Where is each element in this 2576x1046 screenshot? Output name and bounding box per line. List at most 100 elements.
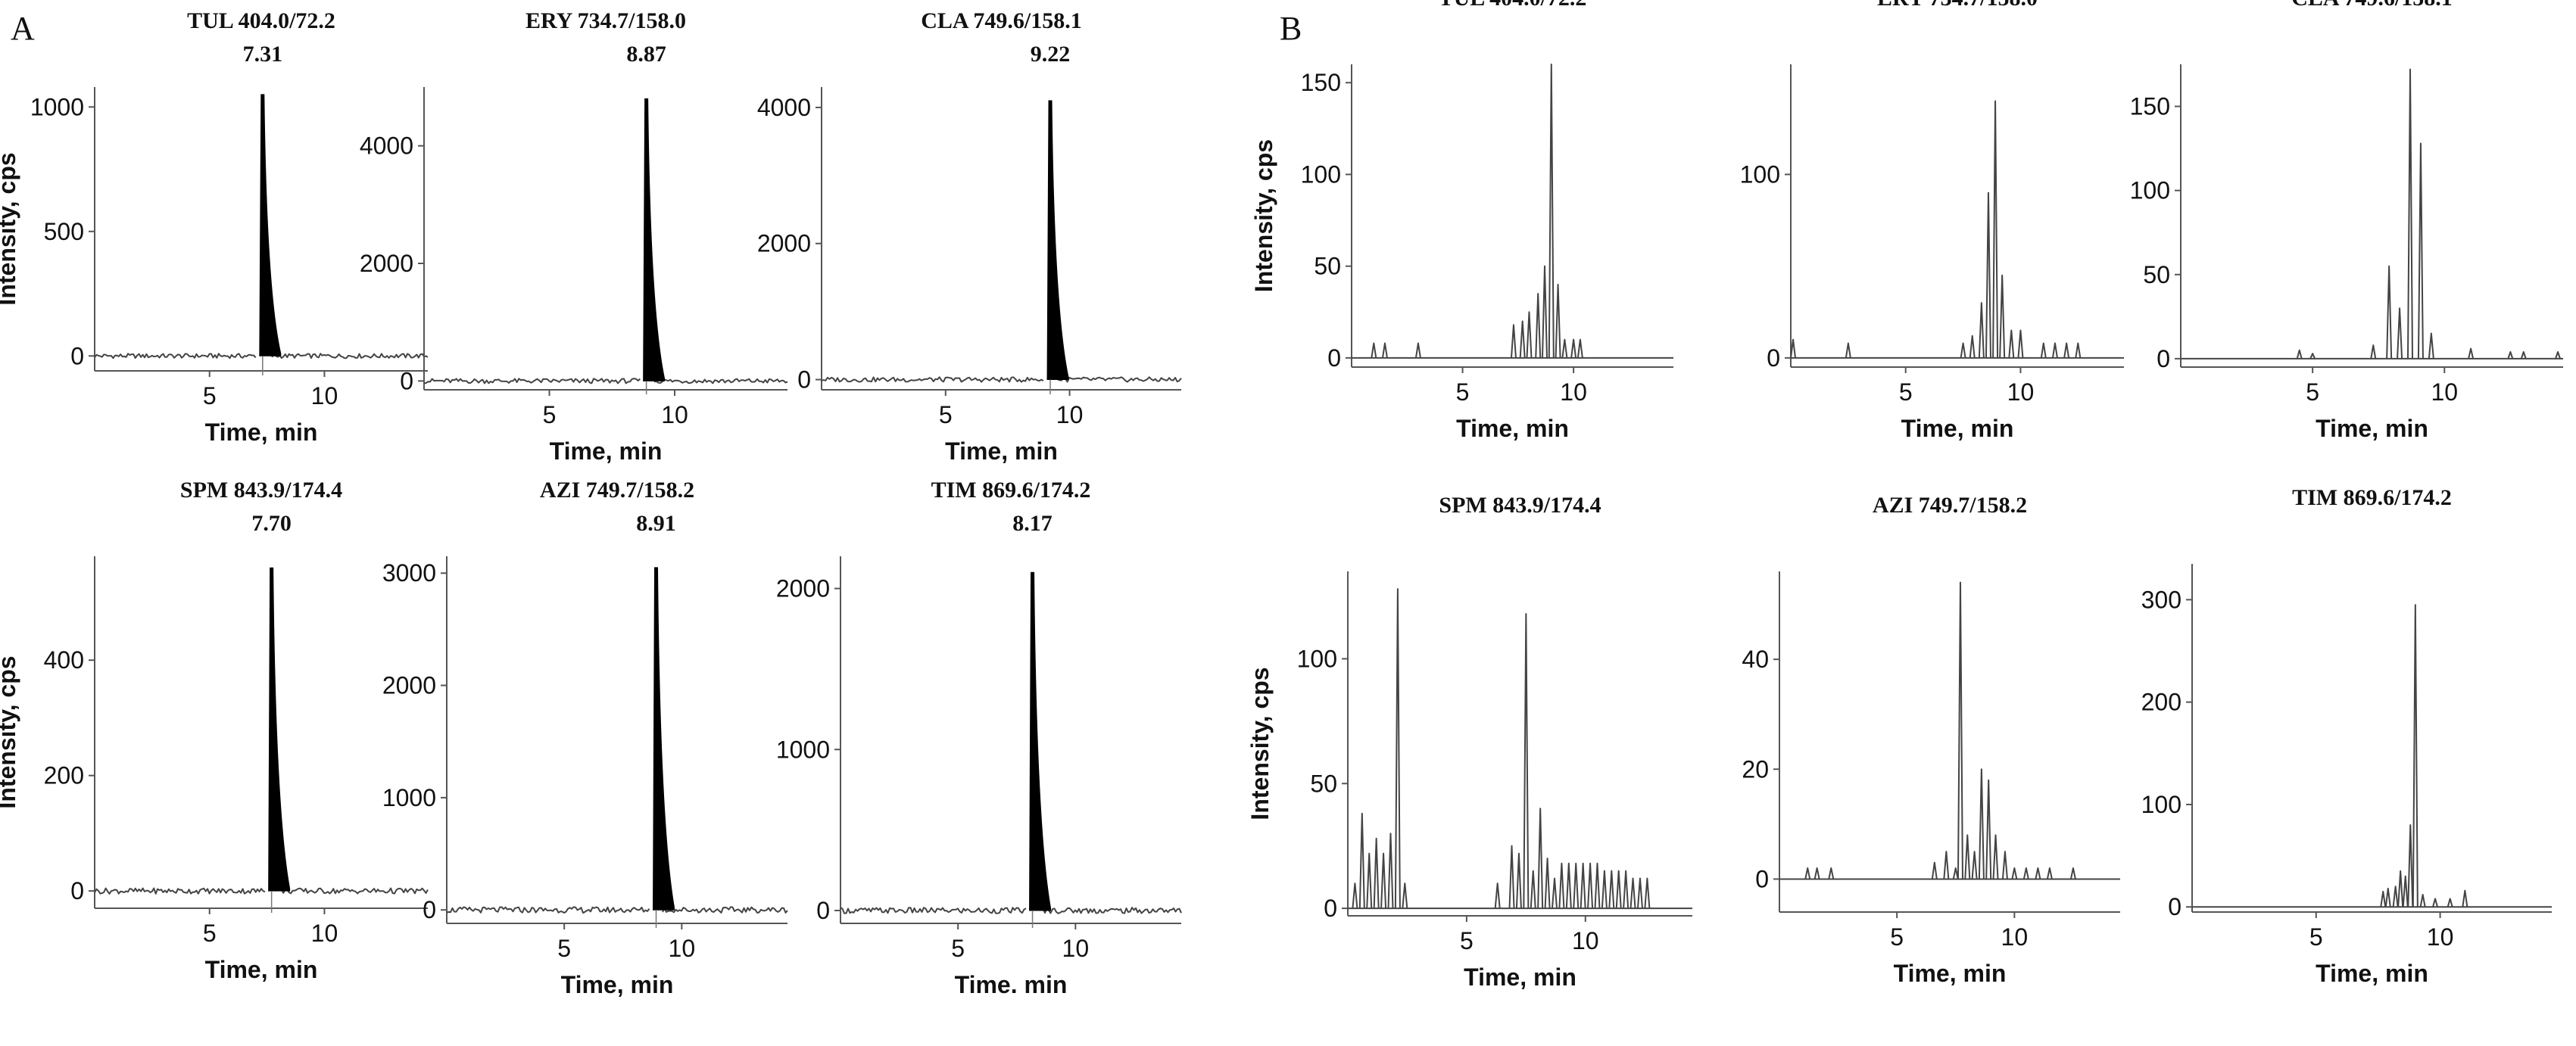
noise-spike [2407, 824, 2414, 907]
baseline-trace [268, 353, 429, 360]
baseline-trace [277, 887, 429, 895]
noise-spike [1629, 877, 1636, 909]
noise-spike [1952, 867, 1959, 879]
baseline-trace [821, 376, 1044, 383]
noise-spike [2412, 604, 2419, 907]
y-tick-label: 0 [70, 877, 84, 904]
noise-spike [1565, 862, 1572, 909]
noise-spike [1573, 862, 1580, 909]
peak-retention-label: 8.17 [1012, 511, 1053, 536]
x-tick-label: 5 [939, 401, 953, 428]
y-tick-label: 0 [816, 897, 830, 924]
y-tick-label: 0 [70, 342, 84, 369]
chart-title: CLA 749.6/158.1 [921, 8, 1082, 33]
baseline-trace [1039, 907, 1182, 914]
x-axis-label: Time, min [1901, 415, 2014, 442]
y-tick-label: 50 [1310, 770, 1337, 797]
chromatogram-1: TUL 404.0/72.2 7.31 0 500 1000 5 10 Time, min In… [0, 8, 429, 446]
noise-spike [1542, 265, 1548, 358]
analyte-peak [1029, 571, 1052, 911]
noise-spike [1548, 64, 1555, 358]
y-tick-label: 2000 [776, 575, 830, 602]
baseline-trace [840, 907, 1027, 914]
noise-spike [1373, 837, 1380, 909]
chromatogram-4: SPM 843.9/174.4 7.70 0 200 400 5 10 Time, min In… [0, 478, 429, 983]
x-tick-label: 5 [203, 382, 217, 409]
noise-spike [1999, 274, 2006, 358]
noise-spike [1978, 768, 1985, 879]
y-tick-label: 300 [2141, 586, 2181, 613]
noise-spike [1526, 311, 1533, 358]
y-tick-label: 3000 [382, 559, 436, 587]
y-tick-label: 0 [1324, 895, 1337, 922]
noise-spike [2462, 889, 2468, 907]
y-tick-label: 0 [423, 896, 436, 923]
y-axis-label: Intensity, cps [1250, 139, 1277, 292]
chromatogram-11: AZI 749.7/158.2 0 20 40 5 10 Time, min [1742, 493, 2120, 987]
peak-retention-label: 7.70 [251, 511, 292, 536]
chart-title: TUL 404.0/72.2 [187, 8, 335, 33]
noise-spike [1402, 883, 1408, 909]
y-axis-label: Intensity, cps [0, 655, 20, 808]
y-tick-label: 1000 [382, 784, 436, 811]
baseline-trace [94, 353, 257, 360]
chromatogram-5: AZI 749.7/158.2 8.91 0 1000 2000 3000 5 10 Time,… [382, 478, 788, 998]
y-tick-label: 20 [1742, 755, 1769, 783]
x-axis-label: Time, min [1464, 964, 1576, 991]
y-tick-label: 4000 [757, 94, 811, 121]
chart-title: ERY 734.7/158.0 [525, 8, 686, 33]
noise-spike [1615, 870, 1622, 909]
noise-spike [1414, 342, 1421, 359]
baseline-trace [94, 887, 266, 895]
y-tick-label: 100 [1297, 645, 1337, 672]
noise-spike [2507, 351, 2514, 360]
baseline-trace [1056, 376, 1182, 383]
x-tick-label: 5 [1899, 378, 1913, 406]
y-tick-label: 0 [1755, 865, 1769, 892]
x-tick-label: 5 [1460, 927, 1474, 954]
noise-spike [1494, 883, 1501, 909]
chromatogram-10: SPM 843.9/174.4 0 50 100 5 10 Time, min Intensi… [1246, 493, 1692, 991]
noise-spike [2417, 142, 2424, 359]
noise-spike [2447, 898, 2453, 907]
peak-retention-label: 7.31 [243, 42, 283, 67]
noise-spike [1555, 283, 1561, 358]
noise-spike [1931, 861, 1938, 879]
noise-spike [1530, 870, 1536, 909]
x-tick-label: 5 [1456, 378, 1470, 406]
x-tick-label: 5 [203, 920, 217, 947]
y-tick-label: 50 [1314, 253, 1341, 280]
noise-spike [1352, 883, 1358, 909]
peak-retention-label: 8.87 [626, 42, 666, 67]
noise-spike [2001, 851, 2008, 879]
y-tick-label: 100 [2141, 791, 2181, 818]
noise-spike [1985, 191, 1991, 358]
x-tick-label: 5 [2306, 378, 2319, 406]
noise-spike [1576, 338, 1583, 359]
noise-spike [1358, 812, 1365, 909]
noise-spike [2380, 890, 2387, 907]
panel-a-label: A [11, 10, 35, 47]
noise-spike [1394, 588, 1401, 909]
noise-spike [2069, 867, 2076, 879]
baseline-trace [653, 378, 788, 384]
panel-b-label: B [1280, 10, 1302, 47]
analyte-peak [1046, 100, 1069, 381]
chart-title: ERY 734.7/158.0 [1877, 0, 2038, 11]
y-tick-label: 2000 [360, 250, 413, 277]
y-tick-label: 0 [2168, 893, 2181, 920]
y-tick-label: 0 [1767, 344, 1780, 372]
peak-retention-label: 9.22 [1031, 42, 1071, 67]
y-tick-label: 2000 [382, 672, 436, 699]
y-tick-label: 100 [1301, 160, 1341, 188]
x-axis-label: Time, min [1894, 960, 2007, 987]
baseline-trace [662, 906, 788, 914]
y-tick-label: 1000 [776, 736, 830, 763]
noise-spike [1992, 834, 1999, 879]
y-axis-label: Intensity, cps [0, 152, 20, 305]
noise-spike [2040, 342, 2047, 359]
chart-title: AZI 749.7/158.2 [1873, 493, 2027, 518]
noise-spike [2468, 347, 2475, 360]
x-tick-label: 5 [2309, 923, 2323, 951]
